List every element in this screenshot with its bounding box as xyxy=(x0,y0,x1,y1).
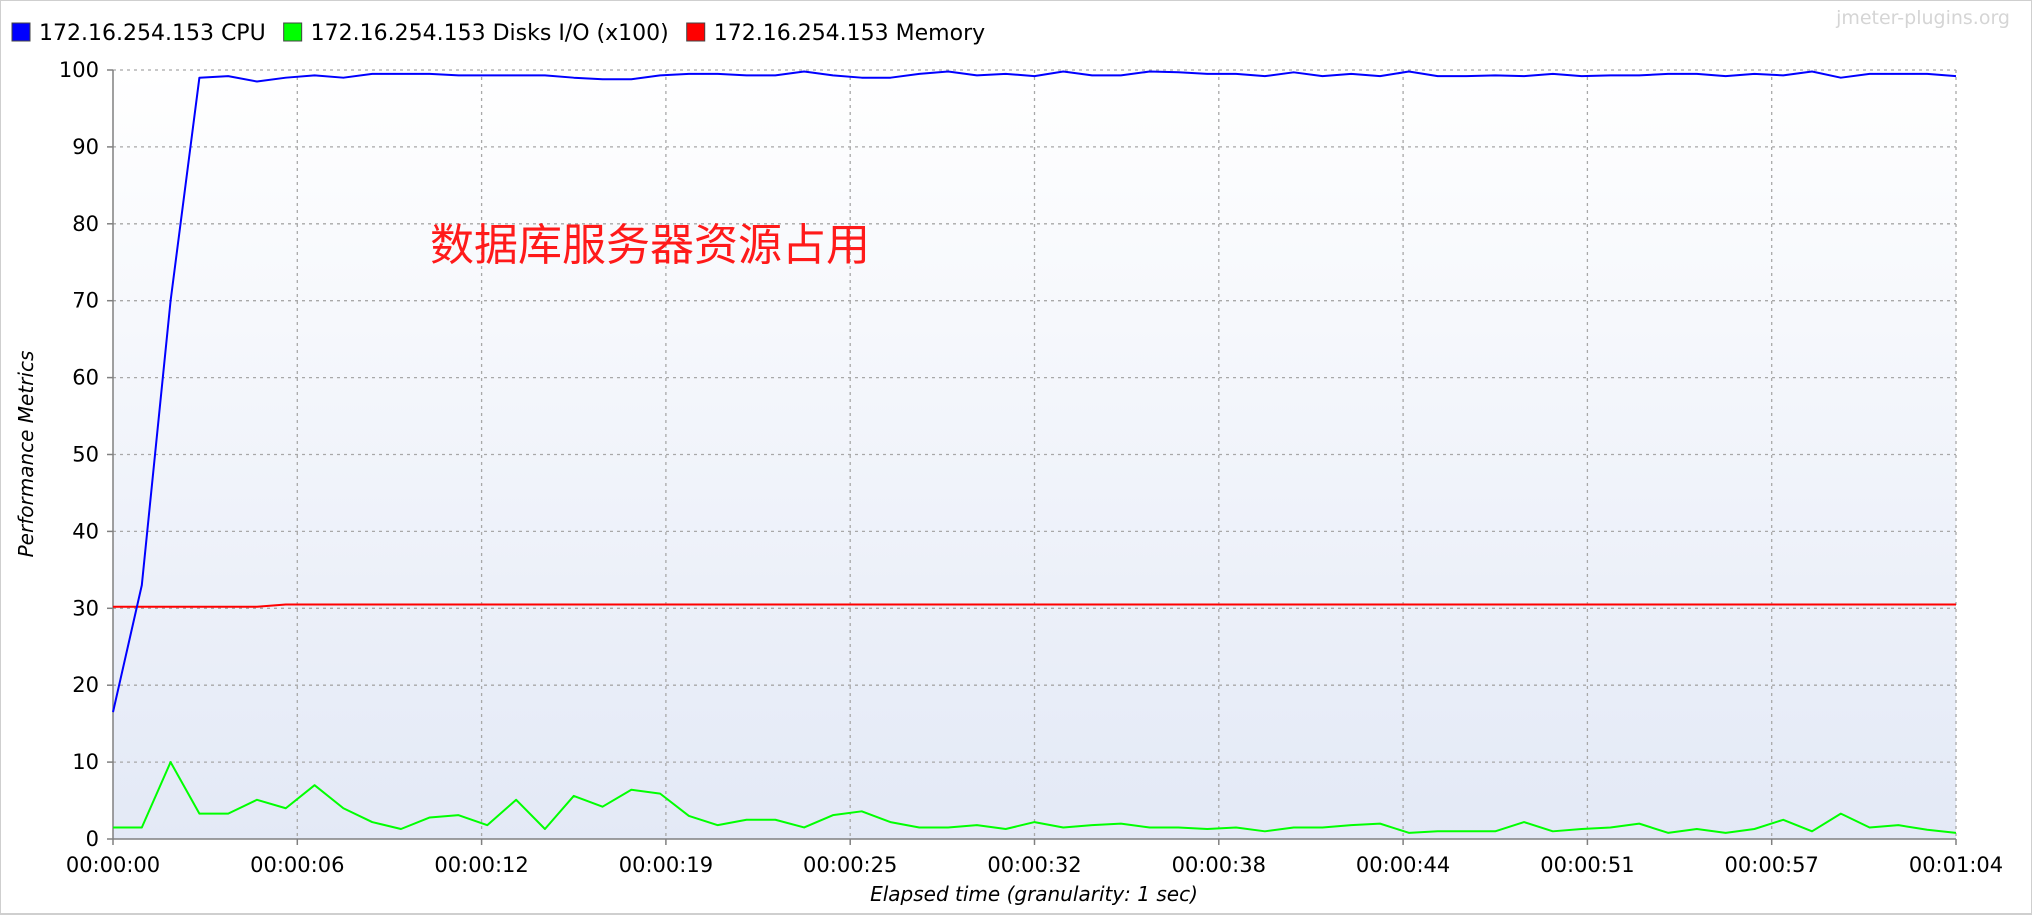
x-tick-label: 00:00:12 xyxy=(434,853,528,877)
y-tick-label: 90 xyxy=(72,135,99,159)
x-tick-label: 00:00:38 xyxy=(1172,853,1266,877)
series-line-2 xyxy=(113,603,1956,608)
x-tick-label: 00:00:25 xyxy=(803,853,897,877)
x-axis-title: Elapsed time (granularity: 1 sec) xyxy=(870,882,1198,906)
y-tick-label: 0 xyxy=(86,827,99,851)
y-tick-label: 30 xyxy=(72,596,99,620)
y-tick-label: 100 xyxy=(59,58,99,82)
chart-annotation: 数据库服务器资源占用 xyxy=(430,220,870,271)
legend-label: 172.16.254.153 CPU xyxy=(39,21,266,46)
y-axis-ticks: 0 10 20 30 40 50 60 70 80 90 100 xyxy=(59,58,113,851)
x-tick-label: 00:00:32 xyxy=(987,853,1081,877)
legend-label: 172.16.254.153 Memory xyxy=(714,21,985,46)
legend-swatch xyxy=(686,22,706,42)
y-tick-label: 70 xyxy=(72,289,99,313)
series-lines xyxy=(112,70,1957,834)
legend-swatch xyxy=(11,22,31,42)
y-tick-label: 20 xyxy=(72,673,99,697)
watermark-text: jmeter-plugins.org xyxy=(1835,7,2010,29)
series-line-1 xyxy=(113,761,1957,834)
x-tick-label: 00:00:51 xyxy=(1540,853,1634,877)
legend-swatch xyxy=(283,22,303,42)
series-line-0 xyxy=(112,70,1957,713)
x-tick-label: 00:00:44 xyxy=(1356,853,1450,877)
grid-lines xyxy=(113,69,1957,839)
x-tick-label: 00:00:00 xyxy=(66,853,160,877)
y-axis-title: Performance Metrics xyxy=(14,351,38,558)
x-tick-label: 00:00:57 xyxy=(1725,853,1819,877)
x-tick-label: 00:00:19 xyxy=(619,853,713,877)
x-tick-label: 00:01:04 xyxy=(1909,853,2003,877)
y-tick-label: 50 xyxy=(72,443,99,467)
x-axis-ticks: 00:00:00 00:00:06 00:00:12 00:00:19 00:00:25… xyxy=(66,839,2003,877)
y-tick-label: 80 xyxy=(72,212,99,236)
y-tick-label: 10 xyxy=(72,750,99,774)
legend: 172.16.254.153 CPU 172.16.254.153 Disks I… xyxy=(11,21,985,46)
legend-label: 172.16.254.153 Disks I/O (x100) xyxy=(311,21,669,46)
y-tick-label: 60 xyxy=(72,366,99,390)
x-tick-label: 00:00:06 xyxy=(250,853,344,877)
y-tick-label: 40 xyxy=(72,519,99,543)
